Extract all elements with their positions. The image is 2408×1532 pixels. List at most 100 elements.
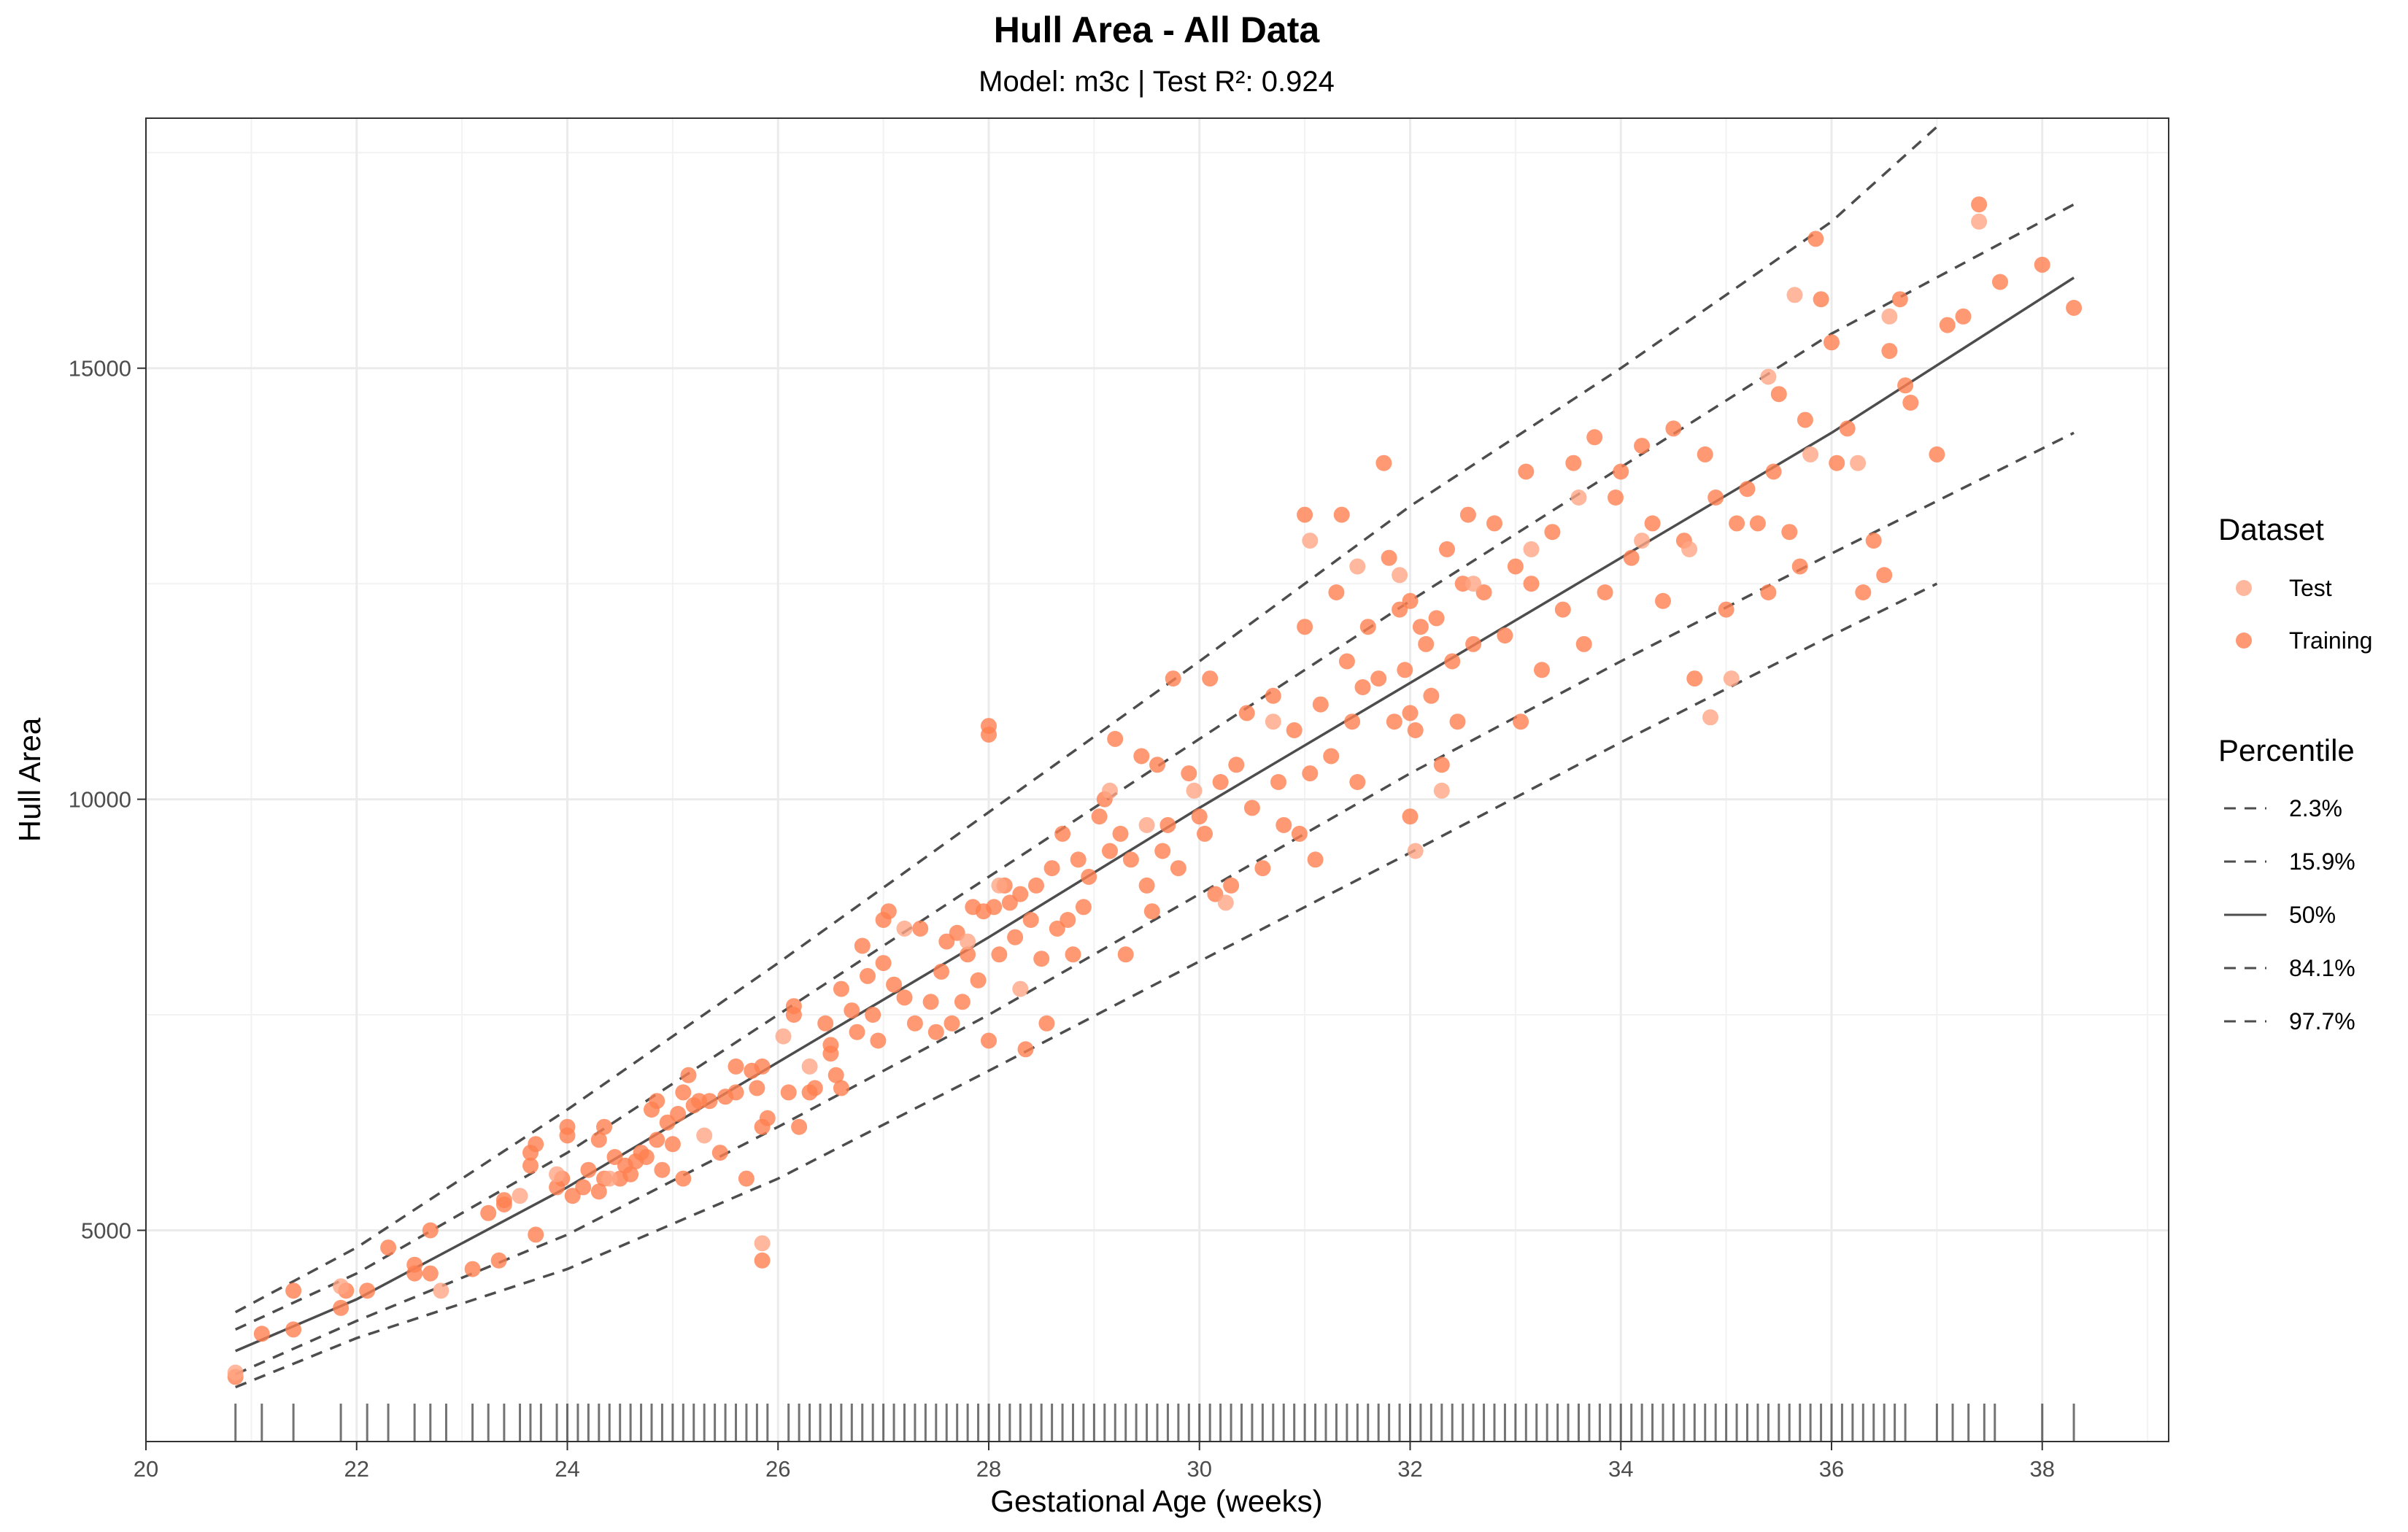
training-point bbox=[986, 899, 1003, 916]
test-point bbox=[601, 1170, 618, 1187]
training-point bbox=[1644, 515, 1661, 532]
training-point bbox=[870, 1032, 887, 1049]
training-point bbox=[1623, 549, 1640, 566]
legend-p84-label: 84.1% bbox=[2289, 955, 2355, 981]
training-point bbox=[791, 1118, 808, 1135]
training-point bbox=[495, 1192, 512, 1209]
training-point bbox=[649, 1131, 665, 1148]
x-tick-label: 22 bbox=[344, 1456, 369, 1482]
training-point bbox=[1075, 899, 1092, 916]
test-point bbox=[512, 1188, 528, 1204]
training-point bbox=[728, 1084, 744, 1101]
training-point bbox=[981, 1032, 997, 1049]
training-point bbox=[1428, 610, 1445, 627]
training-point bbox=[1349, 774, 1366, 790]
legend-test-label: Test bbox=[2289, 575, 2332, 601]
training-point bbox=[701, 1093, 718, 1110]
training-point bbox=[1022, 912, 1039, 928]
test-point bbox=[433, 1283, 449, 1299]
training-point bbox=[1507, 558, 1524, 575]
training-point bbox=[1797, 411, 1813, 428]
training-point bbox=[1824, 334, 1840, 351]
training-point bbox=[1243, 800, 1260, 816]
training-point bbox=[1891, 291, 1908, 308]
test-point bbox=[696, 1127, 713, 1144]
training-point bbox=[1665, 420, 1682, 437]
training-point bbox=[406, 1265, 423, 1282]
training-point bbox=[1091, 808, 1108, 825]
training-point bbox=[622, 1166, 639, 1183]
y-tick-label: 10000 bbox=[69, 787, 131, 813]
training-point bbox=[1191, 808, 1208, 825]
training-point bbox=[1112, 825, 1129, 842]
y-tick-label: 15000 bbox=[69, 356, 131, 382]
training-point bbox=[1049, 920, 1065, 937]
training-point bbox=[728, 1058, 744, 1075]
legend-test-marker bbox=[2236, 580, 2252, 596]
training-point bbox=[970, 972, 987, 989]
training-point bbox=[670, 1105, 687, 1122]
x-tick-label: 30 bbox=[1187, 1456, 1212, 1482]
training-point bbox=[1807, 231, 1824, 247]
training-point bbox=[1402, 808, 1419, 825]
legend-percentile: Percentile 2.3% 15.9% 50% 84.1% 97.7% bbox=[2218, 733, 2355, 1034]
training-point bbox=[1486, 515, 1502, 532]
training-point bbox=[422, 1265, 439, 1282]
test-point bbox=[333, 1278, 350, 1295]
training-point bbox=[1028, 877, 1044, 894]
training-point bbox=[1117, 946, 1134, 963]
training-point bbox=[559, 1118, 576, 1135]
training-point bbox=[875, 955, 892, 972]
training-point bbox=[1459, 506, 1476, 523]
training-point bbox=[1043, 860, 1060, 877]
axes: 20 22 24 26 28 30 32 34 36 38 5000 10000 15000 bbox=[69, 356, 2055, 1482]
training-point bbox=[285, 1283, 302, 1299]
training-point bbox=[1444, 653, 1461, 670]
test-point bbox=[1786, 287, 1803, 303]
training-point bbox=[1791, 558, 1808, 575]
training-point bbox=[896, 989, 913, 1006]
training-point bbox=[1223, 877, 1240, 894]
training-point bbox=[922, 994, 939, 1010]
training-point bbox=[738, 1170, 755, 1187]
training-point bbox=[1449, 713, 1466, 730]
training-point bbox=[785, 998, 802, 1015]
training-point bbox=[833, 1080, 849, 1096]
training-point bbox=[1381, 549, 1397, 566]
training-point bbox=[522, 1157, 539, 1174]
training-point bbox=[590, 1131, 607, 1148]
training-point bbox=[1370, 670, 1387, 687]
test-point bbox=[1881, 308, 1898, 325]
training-point bbox=[1971, 196, 1988, 213]
training-point bbox=[1423, 687, 1440, 704]
test-point bbox=[1465, 576, 1482, 592]
training-point bbox=[806, 1080, 823, 1096]
training-point bbox=[991, 946, 1008, 963]
training-point bbox=[480, 1204, 497, 1221]
training-point bbox=[1497, 627, 1513, 644]
test-point bbox=[1523, 541, 1540, 557]
training-point bbox=[1518, 463, 1535, 480]
legend-p16-label: 15.9% bbox=[2289, 848, 2355, 875]
training-point bbox=[675, 1170, 692, 1187]
test-point bbox=[1570, 490, 1587, 506]
training-point bbox=[1102, 843, 1118, 859]
test-point bbox=[896, 920, 913, 937]
x-tick-label: 24 bbox=[555, 1456, 579, 1482]
x-tick-label: 36 bbox=[1819, 1456, 1844, 1482]
training-point bbox=[1439, 541, 1455, 557]
training-point bbox=[1212, 774, 1229, 790]
training-point bbox=[1902, 395, 1919, 411]
test-point bbox=[1802, 446, 1819, 463]
training-point bbox=[2034, 256, 2050, 273]
test-point bbox=[960, 933, 976, 950]
test-point bbox=[227, 1364, 244, 1381]
training-point bbox=[1033, 951, 1050, 967]
training-point bbox=[1655, 592, 1671, 609]
training-point bbox=[1554, 601, 1571, 618]
training-point bbox=[1475, 584, 1492, 600]
training-point bbox=[1038, 1015, 1055, 1032]
training-point bbox=[1138, 877, 1155, 894]
